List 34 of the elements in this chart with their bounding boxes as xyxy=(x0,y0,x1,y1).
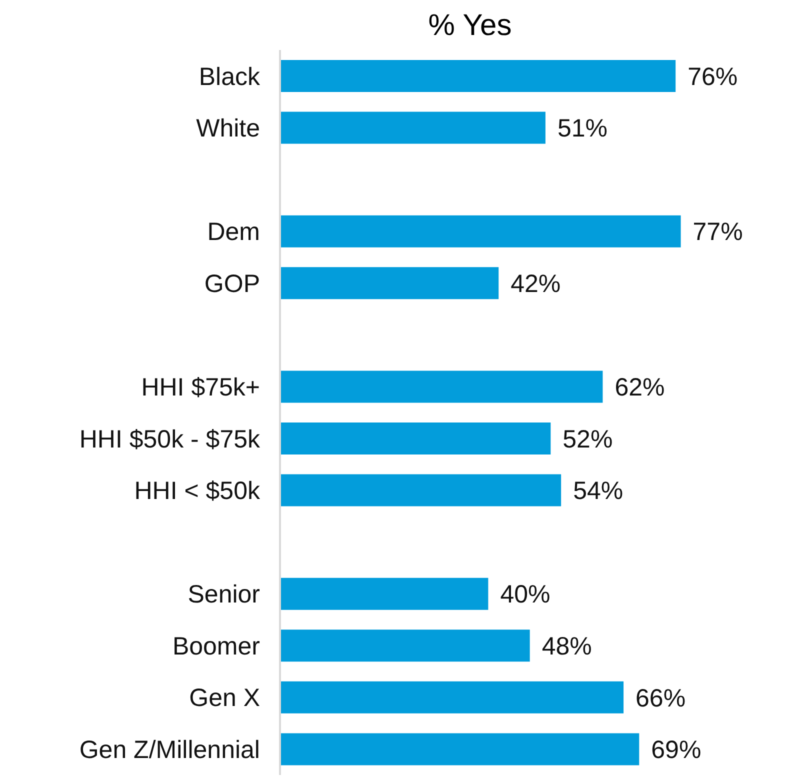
y-tick-label: HHI < $50k xyxy=(134,477,260,506)
data-label: 62% xyxy=(614,374,665,402)
data-label: 52% xyxy=(562,425,613,454)
y-tick-label: Dem xyxy=(207,218,260,246)
data-label: 40% xyxy=(500,580,550,609)
data-label: 42% xyxy=(510,270,561,298)
y-tick-label: Gen X xyxy=(189,684,260,712)
y-tick-label: Gen Z/Millennial xyxy=(79,736,260,764)
chart-title: % Yes xyxy=(427,8,513,44)
data-label: 66% xyxy=(636,684,686,712)
bar xyxy=(280,681,624,714)
y-tick-label: White xyxy=(196,114,260,143)
data-label: 51% xyxy=(557,114,608,143)
bar xyxy=(280,112,546,144)
data-label: 48% xyxy=(542,632,592,661)
data-label: 69% xyxy=(651,736,702,764)
y-tick-label: GOP xyxy=(204,270,260,298)
bar xyxy=(280,267,499,300)
y-tick-label: Black xyxy=(198,62,260,91)
bar xyxy=(280,733,640,766)
bar xyxy=(280,630,530,662)
data-label: 54% xyxy=(573,477,624,506)
data-label: 77% xyxy=(692,218,743,246)
bar xyxy=(280,215,681,248)
y-tick-label: Boomer xyxy=(172,632,260,660)
y-tick-label: HHI $50k - $75k xyxy=(79,425,260,454)
bar xyxy=(280,474,562,506)
bar xyxy=(280,60,676,92)
bar xyxy=(280,422,551,454)
y-tick-label: Senior xyxy=(188,580,260,609)
bar xyxy=(280,370,603,403)
y-tick-label: HHI $75k+ xyxy=(141,373,260,402)
data-label: 76% xyxy=(688,62,738,91)
bar xyxy=(280,578,488,610)
